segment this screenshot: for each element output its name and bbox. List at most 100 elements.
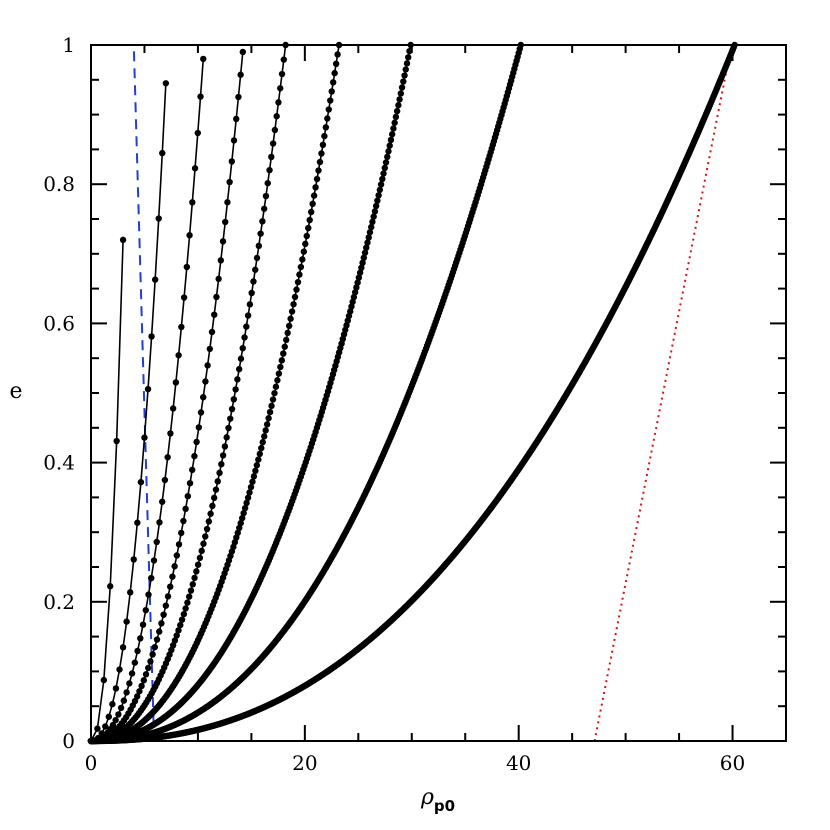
series-6-point xyxy=(275,370,283,377)
series-4-point xyxy=(140,677,148,684)
y-tick-label: 0.2 xyxy=(43,590,75,614)
series-5-point xyxy=(173,632,180,639)
series-1-point xyxy=(94,725,101,732)
series-3-point xyxy=(169,405,177,412)
series-4-point xyxy=(145,664,152,672)
series-3-point xyxy=(189,199,196,206)
series-4-point xyxy=(202,378,209,385)
series-5-point xyxy=(239,344,246,352)
series-6-point xyxy=(303,232,310,240)
series-4-point xyxy=(206,345,214,353)
series-5-point xyxy=(246,301,254,308)
series-4-point xyxy=(147,658,154,665)
series-4-point xyxy=(171,563,178,570)
series-7-point xyxy=(361,249,369,256)
series-5-point xyxy=(221,443,229,450)
series-7-point xyxy=(380,170,387,177)
series-7-point xyxy=(359,259,366,267)
series-7-point xyxy=(388,131,396,138)
series-4-point xyxy=(222,218,229,226)
series-6-point xyxy=(321,132,328,140)
x-axis-label-subscript: p0 xyxy=(434,797,455,815)
series-4-point xyxy=(213,293,220,301)
series-7-point xyxy=(375,192,382,199)
series-3-point xyxy=(167,430,174,437)
series-7-point xyxy=(400,78,407,85)
series-6-point xyxy=(274,377,281,384)
series-7-point xyxy=(403,60,411,67)
series-5-point xyxy=(178,616,186,623)
series-6-point xyxy=(287,315,294,322)
series-6-point xyxy=(269,396,277,403)
series-3-point xyxy=(156,519,163,526)
series-2-line xyxy=(90,83,167,742)
series-4-point xyxy=(211,311,218,318)
series-4-point xyxy=(184,492,192,500)
series-6-point xyxy=(328,88,335,95)
series-5-point xyxy=(169,642,177,649)
series-5-point xyxy=(230,396,238,403)
series-3-point xyxy=(161,476,169,484)
series-6-point xyxy=(296,271,303,278)
series-2-point xyxy=(127,589,134,596)
series-4-point xyxy=(160,611,167,618)
series-4-point xyxy=(167,583,174,590)
series-9-line xyxy=(91,44,736,742)
series-5-point xyxy=(280,56,288,63)
series-4-point xyxy=(186,480,194,487)
series-7-point xyxy=(405,54,412,61)
series-6-point xyxy=(316,158,324,166)
series-7-point xyxy=(351,289,359,296)
series-5-line xyxy=(90,44,287,742)
series-3-point xyxy=(109,721,117,729)
series-5-point xyxy=(189,581,196,588)
series-7-point xyxy=(391,119,398,126)
series-4-point xyxy=(134,693,141,700)
plot-frame xyxy=(90,44,787,742)
series-6-point xyxy=(236,524,243,532)
series-4-point xyxy=(151,643,159,651)
series-1-point xyxy=(113,437,120,445)
series-5-point xyxy=(227,415,234,422)
series-3-point xyxy=(120,697,128,704)
series-2 xyxy=(87,80,170,745)
x-axis-label: ρp0 xyxy=(420,785,455,815)
series-1-point xyxy=(107,583,114,590)
series-7-point xyxy=(365,234,372,241)
series-5-point xyxy=(207,510,214,517)
series-4-point xyxy=(200,394,207,401)
series-7-point xyxy=(350,293,358,301)
series-6-point xyxy=(306,216,313,224)
series-3-point xyxy=(150,557,158,564)
y-tick-label: 0.4 xyxy=(43,451,75,475)
series-6-point xyxy=(310,192,318,199)
series-5-point xyxy=(194,561,202,568)
series-6-point xyxy=(256,450,263,458)
series-5-point xyxy=(209,502,216,510)
series-6-point xyxy=(261,433,268,440)
series-3-point xyxy=(200,55,207,63)
series-6-point xyxy=(325,106,332,113)
series-6-point xyxy=(313,175,321,183)
series-6-point xyxy=(234,529,241,537)
series-2-point xyxy=(105,713,113,720)
series-7-point xyxy=(364,239,371,246)
series-6-point xyxy=(297,263,305,271)
series-6-point xyxy=(241,504,249,512)
series-3-point xyxy=(197,93,204,100)
series-6-point xyxy=(312,184,319,191)
series-5-point xyxy=(259,218,266,225)
series-4-point xyxy=(233,115,240,123)
series-4-point xyxy=(219,238,227,245)
series-5-point xyxy=(187,587,195,594)
series-4-point xyxy=(215,275,222,283)
series-6-point xyxy=(332,60,340,67)
series-5-point xyxy=(277,85,284,92)
series-4-point xyxy=(136,688,143,695)
series-6-point xyxy=(280,350,287,357)
series-4-point xyxy=(182,505,189,512)
series-6-point xyxy=(281,343,288,350)
reference-lines xyxy=(132,44,733,742)
series-3-point xyxy=(148,574,155,582)
series-5-point xyxy=(241,334,248,341)
